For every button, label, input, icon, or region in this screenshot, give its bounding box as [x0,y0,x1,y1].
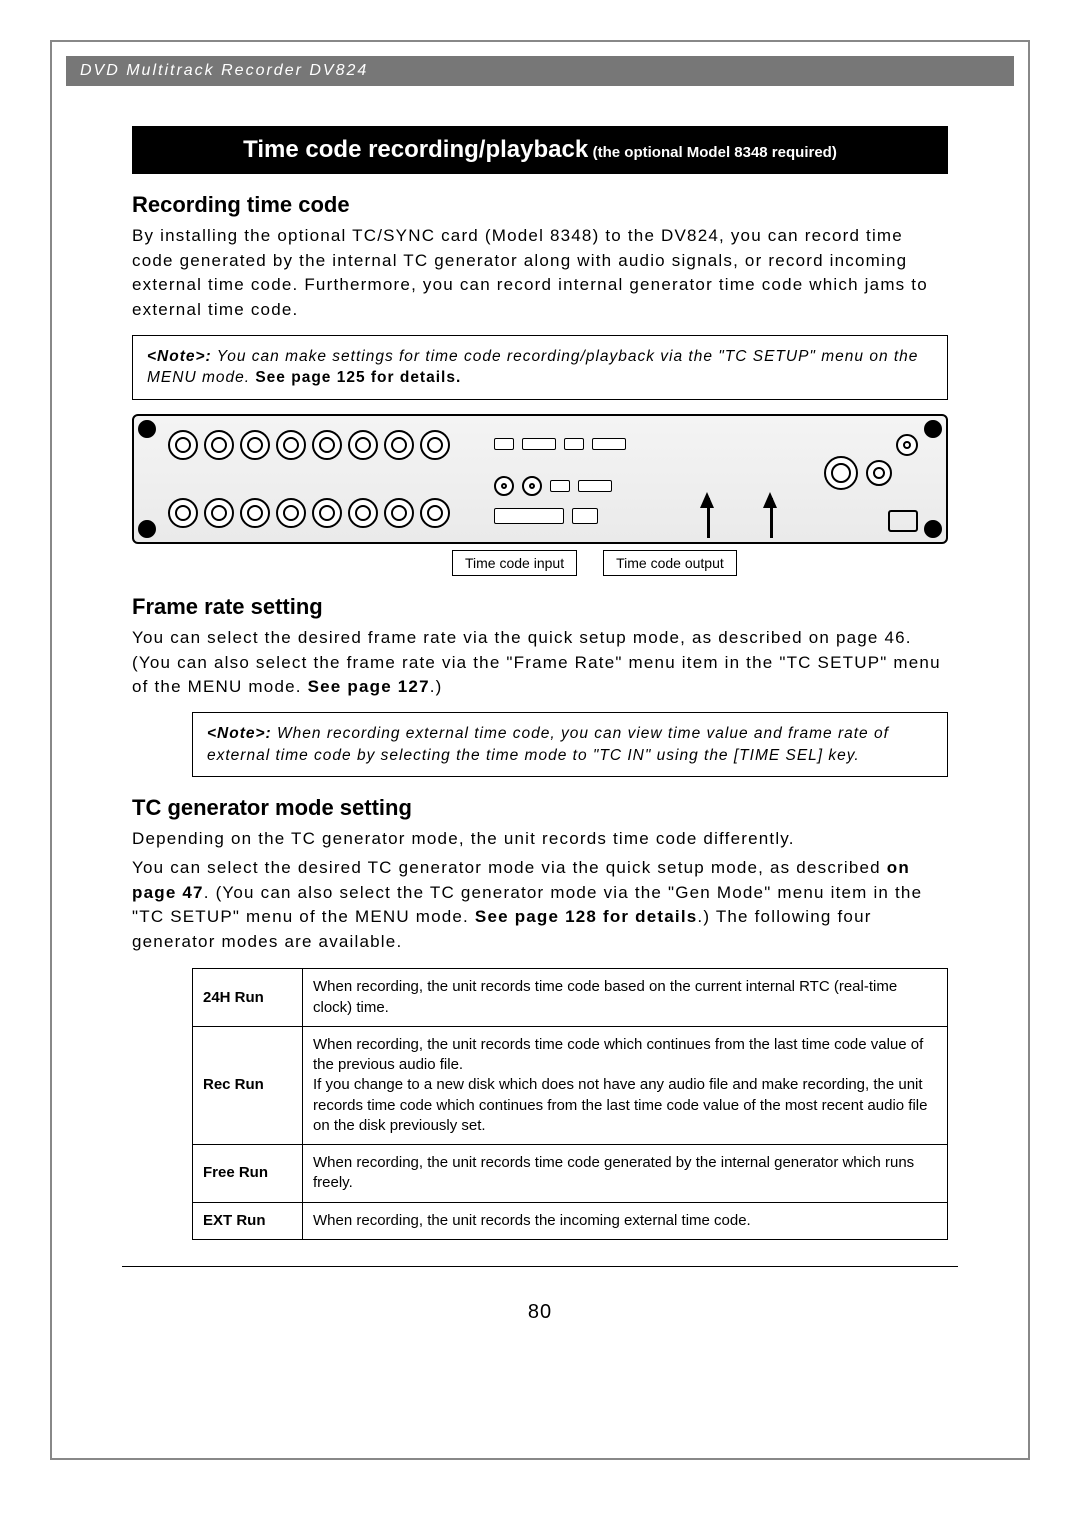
note-lead: <Note>: [207,725,272,742]
port-icon [592,438,626,450]
mode-name: Rec Run [193,1026,303,1144]
xlr-jack-icon [240,498,270,528]
port-icon [564,438,584,450]
bnc-jack-icon [522,476,542,496]
footer-rule [122,1266,958,1267]
heading-tcgen: TC generator mode setting [132,795,948,821]
xlr-output-row [168,430,450,460]
arrow-up-icon [763,492,777,508]
framerate-pre: You can select the desired frame rate vi… [132,628,941,696]
timecode-ports [824,456,892,490]
mode-name: Free Run [193,1145,303,1203]
table-row: EXT Run When recording, the unit records… [193,1202,948,1239]
note-lead: <Note>: [147,348,212,365]
screw-icon [924,520,942,538]
xlr-jack-icon [348,498,378,528]
mode-name: 24H Run [193,969,303,1027]
framerate-para: You can select the desired frame rate vi… [132,626,948,700]
tcgen-p2a: You can select the desired TC generator … [132,858,887,877]
port-icon [578,480,612,492]
callout-tc-input: Time code input [452,550,577,576]
xlr-jack-icon [384,498,414,528]
note-body: When recording external time code, you c… [207,725,889,764]
scsi-port-icon [494,508,564,524]
xlr-jack-icon [204,430,234,460]
xlr-jack-icon [384,430,414,460]
screw-icon [138,420,156,438]
screw-icon [924,420,942,438]
xlr-jack-icon [276,498,306,528]
page-header: DVD Multitrack Recorder DV824 [66,56,1014,86]
xlr-jack-icon [420,430,450,460]
rear-panel-illustration [132,414,948,544]
digital-ports [494,438,626,450]
arrow-up-icon [700,492,714,508]
xlr-jack-icon [348,430,378,460]
note-framerate: <Note>: When recording external time cod… [192,712,948,777]
table-row: 24H Run When recording, the unit records… [193,969,948,1027]
port-icon [550,480,570,492]
callout-tc-output: Time code output [603,550,737,576]
ac-inlet-icon [888,510,918,532]
xlr-jack-icon [168,430,198,460]
table-row: Rec Run When recording, the unit records… [193,1026,948,1144]
misc-ports [494,476,612,496]
bnc-jack-icon [494,476,514,496]
xlr-jack-icon [204,498,234,528]
tcgen-para1: Depending on the TC generator mode, the … [132,827,948,852]
generator-modes-table: 24H Run When recording, the unit records… [192,968,948,1240]
xlr-jack-icon [168,498,198,528]
port-icon [522,438,556,450]
xlr-input-row [168,498,450,528]
framerate-post: .) [430,677,443,696]
xlr-jack-icon [312,498,342,528]
mode-desc: When recording, the unit records time co… [303,1145,948,1203]
tcgen-para2: You can select the desired TC generator … [132,856,948,955]
screw-icon [138,520,156,538]
recording-para: By installing the optional TC/SYNC card … [132,224,948,323]
framerate-bold: See page 127 [308,677,430,696]
section-title-bar: Time code recording/playback (the option… [132,126,948,174]
rear-panel-figure: Time code input Time code output [132,414,948,576]
manual-page: DVD Multitrack Recorder DV824 Time code … [50,40,1030,1460]
xlr-jack-icon [312,430,342,460]
tcgen-p2d: See page 128 for details [475,907,698,926]
title-sub: (the optional Model 8348 required) [593,144,837,161]
mode-name: EXT Run [193,1202,303,1239]
heading-recording: Recording time code [132,192,948,218]
note-bold: See page 125 for details. [255,369,461,386]
page-number: 80 [132,1301,948,1324]
scsi-ports [494,508,598,524]
title-main: Time code recording/playback [243,136,588,163]
xlr-jack-icon [276,430,306,460]
heading-framerate: Frame rate setting [132,594,948,620]
port-icon [494,438,514,450]
note-recording: <Note>: You can make settings for time c… [132,335,948,400]
mode-desc: When recording, the unit records the inc… [303,1202,948,1239]
table-row: Free Run When recording, the unit record… [193,1145,948,1203]
xlr-jack-icon [420,498,450,528]
tc-input-jack-icon [824,456,858,490]
tc-output-jack-icon [866,460,892,486]
mode-desc: When recording, the unit records time co… [303,969,948,1027]
power-jack-icon [896,434,918,456]
ethernet-port-icon [572,508,598,524]
callout-row: Time code input Time code output [452,550,948,576]
mode-desc: When recording, the unit records time co… [303,1026,948,1144]
xlr-jack-icon [240,430,270,460]
